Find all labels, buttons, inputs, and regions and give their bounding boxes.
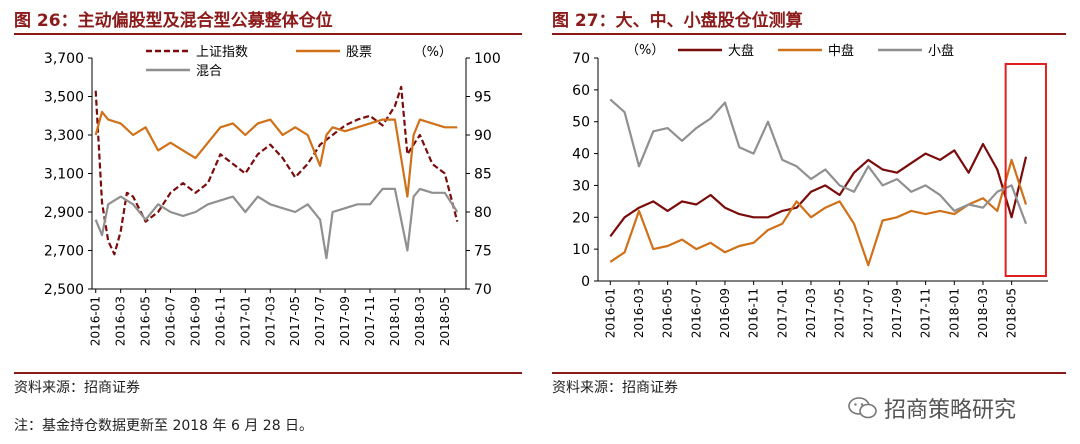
x-tick-label-2: 2016-05 [139,296,153,346]
x-tick-label-9: 2017-07 [861,288,875,338]
x-tick-label-4: 2016-09 [188,296,202,346]
y-tick-label-2: 20 [572,210,590,226]
left-legend-2-label: 混合 [196,64,222,79]
right-legend-2-label: 小盘 [928,43,954,59]
brand-name: 招商策略研究 [884,398,1017,423]
left-series-1-line [94,110,458,198]
y-tick-label-3: 30 [572,178,590,194]
y-left-tick-label-5: 3,500 [44,90,84,106]
x-tick-label-3: 2016-07 [164,296,178,346]
x-tick-label-11: 2017-11 [919,288,933,338]
x-tick-label-6: 2017-01 [238,296,252,346]
y-right-tick-label-3: 85 [474,167,492,183]
left-series-0-line [94,85,459,256]
left-source-rule [14,372,522,374]
x-tick-label-5: 2016-11 [213,296,227,346]
x-tick-label-4: 2016-09 [718,288,732,338]
x-tick-label-11: 2017-11 [363,296,377,346]
y-unit: （%） [626,43,664,58]
y-right-tick-label-4: 90 [474,128,492,144]
x-tick-label-7: 2017-03 [263,296,277,346]
x-tick-label-8: 2017-05 [833,288,847,338]
right-legend-0-label: 大盘 [728,43,754,59]
x-tick-label-1: 2016-03 [632,288,646,338]
y-right-unit: （%） [414,45,452,60]
right-series-2-line [609,98,1028,225]
left-title-rule [14,33,522,35]
x-tick-label-14: 2018-05 [1005,288,1019,338]
left-legend-0-label: 上证指数 [196,45,248,60]
brand-watermark: 招商策略研究 [848,392,1016,424]
x-tick-label-9: 2017-07 [313,296,327,346]
y-left-tick-label-3: 3,100 [44,167,84,183]
x-tick-label-5: 2016-11 [747,288,761,338]
x-tick-label-14: 2018-05 [438,296,452,346]
x-tick-label-10: 2017-09 [338,296,352,346]
right-chart: 0 10 20 30 40 50 60 70 （%） 2016-01 2016-03 2016-05 2… [572,43,1048,338]
left-legend-1-label: 股票 [346,45,372,60]
y-left-tick-label-0: 2,500 [44,282,84,298]
y-tick-label-4: 40 [572,147,590,163]
x-tick-label-0: 2016-01 [603,288,617,338]
footnote: 注：基金持仓数据更新至 2018 年 6 月 28 日。 [14,418,314,434]
y-left-tick-label-6: 3,700 [44,51,84,67]
y-right-tick-label-6: 100 [474,51,501,67]
x-tick-label-7: 2017-03 [804,288,818,338]
y-tick-label-6: 60 [572,83,590,99]
y-tick-label-0: 0 [581,274,590,290]
y-left-tick-label-4: 3,300 [44,128,84,144]
right-title-rule [552,33,1066,35]
left-source: 资料来源：招商证券 [14,380,140,396]
right-chart-title: 图 27：大、中、小盘股仓位测算 [552,11,803,31]
x-tick-label-6: 2017-01 [775,288,789,338]
right-series-0-line [609,142,1028,238]
y-right-tick-label-0: 70 [474,282,492,298]
right-series-1-line [609,158,1028,267]
x-tick-label-12: 2018-01 [947,288,961,338]
x-tick-label-1: 2016-03 [114,296,128,346]
highlight-box [1004,63,1047,277]
y-tick-label-5: 50 [572,115,590,131]
y-right-tick-label-2: 80 [474,205,492,221]
x-tick-label-12: 2018-01 [388,296,402,346]
y-right-tick-label-5: 95 [474,90,492,106]
y-tick-label-7: 70 [572,51,590,67]
x-tick-label-10: 2017-09 [890,288,904,338]
left-series-2-line [94,187,459,260]
y-right-tick-label-1: 75 [474,244,492,260]
y-left-tick-label-1: 2,700 [44,244,84,260]
right-legend-1-label: 中盘 [828,43,854,59]
wechat-icon [848,397,877,419]
right-source: 资料来源：招商证券 [552,380,678,396]
x-tick-label-8: 2017-05 [288,296,302,346]
x-tick-label-0: 2016-01 [89,296,103,346]
x-tick-label-13: 2018-03 [413,296,427,346]
x-tick-label-3: 2016-07 [689,288,703,338]
right-source-rule [552,372,1066,374]
left-chart: 2,500 2,700 2,900 3,100 3,300 3,500 3,700 70 75 8… [44,45,501,346]
y-left-tick-label-2: 2,900 [44,205,84,221]
x-tick-label-13: 2018-03 [976,288,990,338]
y-tick-label-1: 10 [572,242,590,258]
x-tick-label-2: 2016-05 [661,288,675,338]
left-chart-title: 图 26：主动偏股型及混合型公募整体仓位 [14,11,333,31]
